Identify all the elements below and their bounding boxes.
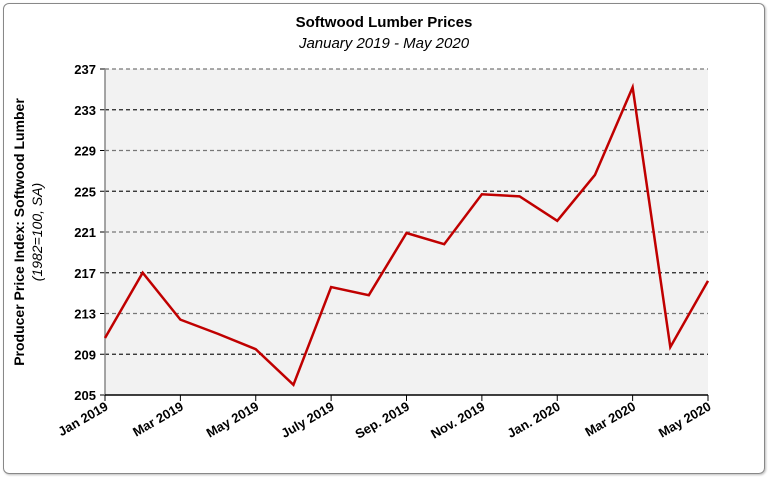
x-tick-label: May 2019 (204, 399, 262, 441)
x-tick-label: May 2020 (656, 399, 714, 441)
x-tick-label: July 2019 (278, 399, 336, 441)
series-line (103, 82, 710, 388)
y-tick-label: 209 (74, 347, 96, 362)
x-tick-label: Nov. 2019 (428, 399, 487, 442)
y-tick-label: 229 (74, 144, 96, 159)
chart-subtitle: January 2019 - May 2020 (298, 35, 470, 52)
x-tick-label: Sep. 2019 (353, 399, 412, 442)
y-tick-label: 213 (74, 307, 96, 322)
chart-title: Softwood Lumber Prices (295, 14, 473, 31)
y-axis-sublabel: (1982=100, SA) (29, 183, 45, 281)
y-tick-label: 217 (74, 266, 96, 281)
x-tick-label: Mar 2019 (130, 399, 186, 440)
y-axis-label: Producer Price Index: Softwood Lumber (11, 98, 27, 366)
chart-frame (3, 3, 765, 474)
y-tick-label: 237 (74, 62, 96, 77)
y-tick-label: 225 (74, 184, 96, 199)
y-tick-label: 221 (74, 225, 96, 240)
y-tick-label: 205 (74, 388, 96, 403)
x-tick-label: Jan. 2020 (505, 399, 563, 441)
y-tick-label: 233 (74, 103, 96, 118)
x-tick-label: Jan 2019 (55, 399, 110, 439)
x-tick-label: Mar 2020 (582, 399, 638, 440)
